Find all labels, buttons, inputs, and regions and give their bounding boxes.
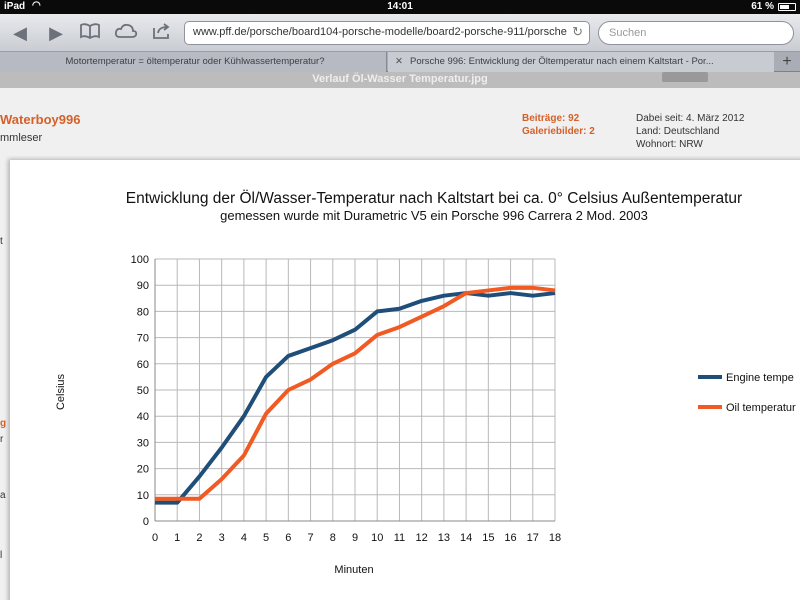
y-tick-label: 100 xyxy=(131,254,149,266)
text-fragment: r xyxy=(0,434,4,445)
y-tick-label: 40 xyxy=(137,411,149,423)
series-lines xyxy=(155,285,556,505)
back-icon[interactable]: ◀ xyxy=(13,23,27,43)
chart-title: Entwicklung der Öl/Wasser-Temperatur nac… xyxy=(126,189,742,207)
url-text: www.pff.de/porsche/board104-porsche-mode… xyxy=(193,26,567,38)
x-tick-label: 2 xyxy=(196,532,202,544)
new-tab-button[interactable]: + xyxy=(782,53,792,70)
chart-subtitle: gemessen wurde mit Durametric V5 ein Por… xyxy=(220,208,648,223)
text-fragment: l xyxy=(0,550,3,561)
y-tick-label: 20 xyxy=(137,464,149,476)
tab-bar: Motortemperatur = öltemperatur oder Kühl… xyxy=(0,52,800,72)
user-info: Dabei seit: 4. März 2012 Land: Deutschla… xyxy=(636,112,744,151)
y-tick-label: 30 xyxy=(137,437,149,449)
clock: 14:01 xyxy=(387,1,413,12)
y-tick-label: 60 xyxy=(137,359,149,371)
x-tick-label: 18 xyxy=(549,532,561,544)
y-axis-label: Celsius xyxy=(55,373,67,410)
x-tick-label: 12 xyxy=(416,532,428,544)
x-tick-label: 7 xyxy=(307,532,313,544)
status-bar: iPad ◠ 14:01 61 % xyxy=(0,0,800,14)
x-tick-label: 3 xyxy=(219,532,225,544)
x-tick-label: 14 xyxy=(460,532,472,544)
user-rank: mmleser xyxy=(0,132,43,144)
tab-label: Porsche 996: Entwicklung der Öltemperatu… xyxy=(410,56,714,67)
x-tick-label: 6 xyxy=(285,532,291,544)
x-tick-label: 8 xyxy=(330,532,336,544)
x-tick-label: 5 xyxy=(263,532,269,544)
x-tick-label: 10 xyxy=(371,532,383,544)
stat-gallery[interactable]: Galeriebilder: 2 xyxy=(522,126,595,137)
y-tick-label: 10 xyxy=(137,490,149,502)
info-joined: Dabei seit: 4. März 2012 xyxy=(636,113,745,124)
info-country: Land: Deutschland xyxy=(636,126,720,137)
battery-icon xyxy=(778,3,796,11)
x-tick-label: 1 xyxy=(174,532,180,544)
search-placeholder: Suchen xyxy=(609,27,647,39)
x-tick-label: 0 xyxy=(152,532,158,544)
search-field[interactable]: Suchen xyxy=(598,21,794,45)
text-fragment: t xyxy=(0,236,3,247)
image-button[interactable] xyxy=(662,72,708,82)
y-tick-label: 50 xyxy=(137,385,149,397)
bookmarks-icon[interactable] xyxy=(78,22,102,44)
text-fragment: a xyxy=(0,490,6,501)
x-tick-label: 15 xyxy=(482,532,494,544)
x-tick-label: 13 xyxy=(438,532,450,544)
user-stats: Beiträge: 92 Galeriebilder: 2 xyxy=(522,112,595,138)
tab-motortemperatur[interactable]: Motortemperatur = öltemperatur oder Kühl… xyxy=(0,52,387,72)
y-tick-label: 90 xyxy=(137,280,149,292)
url-field[interactable]: www.pff.de/porsche/board104-porsche-mode… xyxy=(184,21,590,45)
y-tick-label: 0 xyxy=(143,516,149,528)
x-tick-label: 17 xyxy=(527,532,539,544)
legend: Engine tempe Oil temperatur xyxy=(698,372,796,414)
carrier-label: iPad xyxy=(4,1,26,12)
close-tab-icon[interactable]: ✕ xyxy=(395,56,403,67)
tab-porsche-996[interactable]: ✕ Porsche 996: Entwicklung der Öltemperat… xyxy=(388,52,774,72)
x-tick-label: 16 xyxy=(504,532,516,544)
temperature-chart: Entwicklung der Öl/Wasser-Temperatur nac… xyxy=(55,189,796,576)
battery-percent: 61 % xyxy=(751,1,774,12)
legend-label: Oil temperatur xyxy=(726,402,796,414)
browser-toolbar: ◀ ▶ www.pff.de/porsche/board104-porsche-… xyxy=(0,14,800,52)
x-tick-label: 9 xyxy=(352,532,358,544)
image-title-bar: Verlauf Öl-Wasser Temperatur.jpg xyxy=(0,72,800,88)
tab-label: Motortemperatur = öltemperatur oder Kühl… xyxy=(65,56,325,67)
reload-icon[interactable]: ↻ xyxy=(572,24,583,39)
series-line-oil xyxy=(155,285,556,501)
series-line-engine xyxy=(155,291,556,505)
y-tick-label: 70 xyxy=(137,333,149,345)
text-fragment: g xyxy=(0,418,7,429)
share-icon[interactable] xyxy=(150,22,174,44)
icloud-icon[interactable] xyxy=(114,22,138,44)
grid xyxy=(154,258,556,522)
stat-posts[interactable]: Beiträge: 92 xyxy=(522,113,580,124)
x-tick-label: 11 xyxy=(394,532,405,544)
x-axis-label: Minuten xyxy=(334,564,373,576)
info-city: Wohnort: NRW xyxy=(636,139,703,150)
image-title: Verlauf Öl-Wasser Temperatur.jpg xyxy=(312,73,488,85)
username-link[interactable]: Waterboy996 xyxy=(0,112,81,127)
wifi-icon: ◠ xyxy=(32,0,41,11)
y-tick-label: 80 xyxy=(137,306,149,318)
post-header: Waterboy996 mmleser Beiträge: 92 Galerie… xyxy=(0,108,800,158)
chart-image: Entwicklung der Öl/Wasser-Temperatur nac… xyxy=(10,160,800,600)
x-tick-label: 4 xyxy=(241,532,247,544)
forward-icon[interactable]: ▶ xyxy=(49,23,63,43)
legend-label: Engine tempe xyxy=(726,372,794,384)
